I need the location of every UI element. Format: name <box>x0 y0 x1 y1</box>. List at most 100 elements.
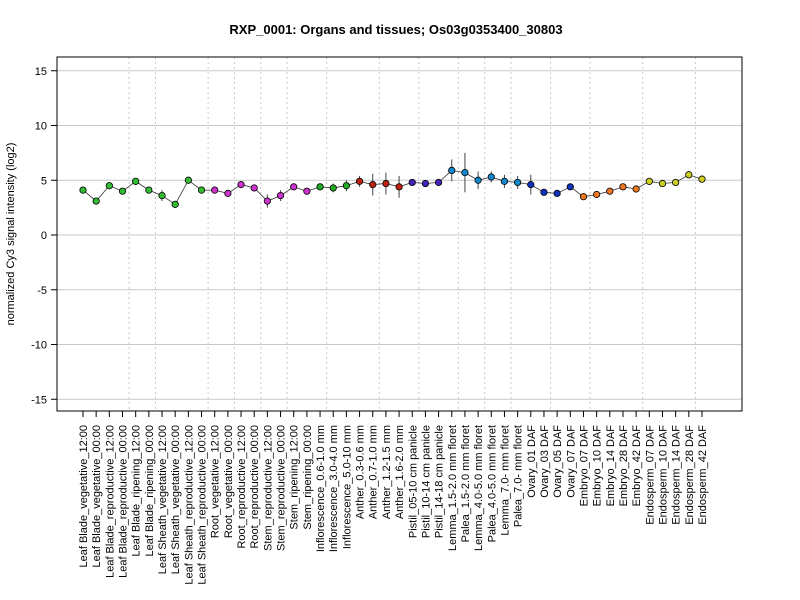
x-tick-label: Ovary_03 DAF <box>539 425 551 498</box>
data-point <box>197 186 206 194</box>
x-tick-label: Embryo_42 DAF <box>631 425 643 507</box>
x-tick-label: Anther_0.3-0.6 mm <box>355 425 367 519</box>
plot-frame <box>56 56 743 412</box>
x-tick-label: Root_reproductive_00:00 <box>249 425 261 549</box>
y-tick-label: 10 <box>35 121 47 133</box>
x-tick-label: Root_vegetative_00:00 <box>223 425 235 538</box>
grid-layer <box>57 57 742 411</box>
x-tick-label: Anther_0.7-1.0 mm <box>368 425 380 519</box>
data-point <box>672 178 680 187</box>
x-tick-label: Leaf Sheath_vegetative_00:00 <box>170 425 182 574</box>
x-tick-label: Leaf Blade_vegetative_12:00 <box>78 425 90 568</box>
data-point <box>553 189 561 197</box>
x-tick-label: Leaf Sheath_vegetative_12:00 <box>157 425 169 574</box>
x-tick-label: Ovary_01 DAF <box>526 425 538 498</box>
data-point <box>395 183 403 191</box>
data-point <box>303 187 311 195</box>
x-tick-label: Stem_ripening_12:00 <box>289 425 301 530</box>
x-tick-label: Inflorescence_5.0-10 mm <box>341 425 353 549</box>
data-point <box>79 186 87 194</box>
x-tick-label: Lemma_7.0- mm floret <box>499 425 511 536</box>
data-point <box>540 188 548 196</box>
data-point <box>158 191 166 200</box>
x-tick-label: Ovary_07 DAF <box>565 425 577 498</box>
data-point <box>448 166 456 174</box>
x-tick-label: Anther_1.2-1.5 mm <box>381 425 393 519</box>
data-point <box>145 186 153 194</box>
x-tick-label: Leaf Sheath_reproductive_12:00 <box>183 425 195 585</box>
data-point <box>132 177 140 185</box>
data-point <box>329 184 337 192</box>
x-tick-label: Endosperm_42 DAF <box>697 425 709 525</box>
x-tick-label: Leaf Sheath_reproductive_00:00 <box>197 425 209 585</box>
y-tick-label: -5 <box>37 285 47 297</box>
data-point <box>619 183 627 191</box>
x-tick-label: Embryo_14 DAF <box>605 425 617 507</box>
data-point <box>408 178 416 187</box>
x-tick-label: Anther_1.6-2.0 mm <box>394 425 406 519</box>
x-tick-label: Stem_reproductive_12:00 <box>262 425 274 551</box>
x-tick-label: Pistil_14-18 cm panicle <box>434 425 446 538</box>
data-point <box>514 178 522 187</box>
series-layer <box>79 152 706 208</box>
data-point <box>645 177 653 185</box>
data-point <box>290 183 298 191</box>
x-tick-label: Leaf Blade_ripening_12:00 <box>131 425 143 557</box>
y-axis-label: normalized Cy3 signal intensity (log2) <box>5 143 17 326</box>
x-tick-label: Stem_reproductive_00:00 <box>276 425 288 551</box>
x-tick-label: Palea_1.5-2.0 mm floret <box>460 425 472 542</box>
data-point <box>685 171 693 179</box>
data-point <box>434 178 443 187</box>
data-point <box>342 182 350 190</box>
data-point <box>461 168 469 177</box>
data-point <box>658 179 667 188</box>
x-tick-label: Leaf Blade_reproductive_12:00 <box>104 425 116 578</box>
data-point <box>355 177 364 185</box>
x-tick-label: Embryo_28 DAF <box>618 425 630 507</box>
x-tick-label: Embryo_10 DAF <box>592 425 604 507</box>
x-tick-label: Pistil_10-14 cm panicle <box>420 425 432 538</box>
data-point <box>92 197 100 205</box>
chart-title: RXP_0001: Organs and tissues; Os03g03534… <box>229 22 562 37</box>
data-point <box>606 187 614 195</box>
y-axis: -15 -10 -5 0 5 10 15 <box>31 66 57 406</box>
x-tick-label: Endosperm_10 DAF <box>657 425 669 525</box>
data-point <box>237 181 245 189</box>
data-point <box>211 186 219 194</box>
y-tick-label: -10 <box>31 340 47 352</box>
data-point <box>579 193 588 201</box>
data-point <box>566 183 574 191</box>
x-tick-label: Palea_7.0- mm floret <box>513 425 525 527</box>
data-point <box>105 182 113 190</box>
x-tick-label: Root_reproductive_12:00 <box>236 425 248 549</box>
x-tick-label: Pistil_05-10 cm panicle <box>407 425 419 538</box>
data-point <box>118 187 127 195</box>
x-axis-labels: Leaf Blade_vegetative_12:00 Leaf Blade_ve… <box>78 411 709 585</box>
data-point <box>487 173 495 181</box>
y-tick-label: -15 <box>31 394 47 406</box>
x-tick-label: Stem_ripening_00:00 <box>302 425 314 530</box>
data-point <box>263 197 271 205</box>
data-point <box>369 181 377 189</box>
data-point <box>250 184 258 192</box>
x-tick-label: Ovary_05 DAF <box>552 425 564 498</box>
y-tick-label: 5 <box>41 175 47 187</box>
x-tick-label: Root_vegetative_12:00 <box>210 425 222 538</box>
data-point <box>316 183 324 191</box>
x-tick-label: Inflorescence_0.6-1.0 mm <box>315 425 327 552</box>
series-line <box>82 169 703 205</box>
data-point <box>698 175 706 183</box>
data-point <box>382 179 390 188</box>
x-tick-label: Inflorescence_3.0-4.0 mm <box>328 425 340 552</box>
data-point <box>632 185 640 193</box>
x-tick-label: Endosperm_07 DAF <box>644 425 656 525</box>
x-tick-label: Palea_4.0-5.0 mm floret <box>486 425 498 542</box>
data-point <box>527 181 535 189</box>
x-tick-label: Leaf Blade_vegetative_00:00 <box>91 425 103 568</box>
x-tick-label: Leaf Blade_ripening_00:00 <box>144 425 156 557</box>
y-tick-label: 0 <box>41 230 47 242</box>
data-point <box>421 179 430 188</box>
x-tick-label: Lemma_4.0-5.0 mm floret <box>473 425 485 551</box>
x-tick-label: Embryo_07 DAF <box>578 425 590 507</box>
